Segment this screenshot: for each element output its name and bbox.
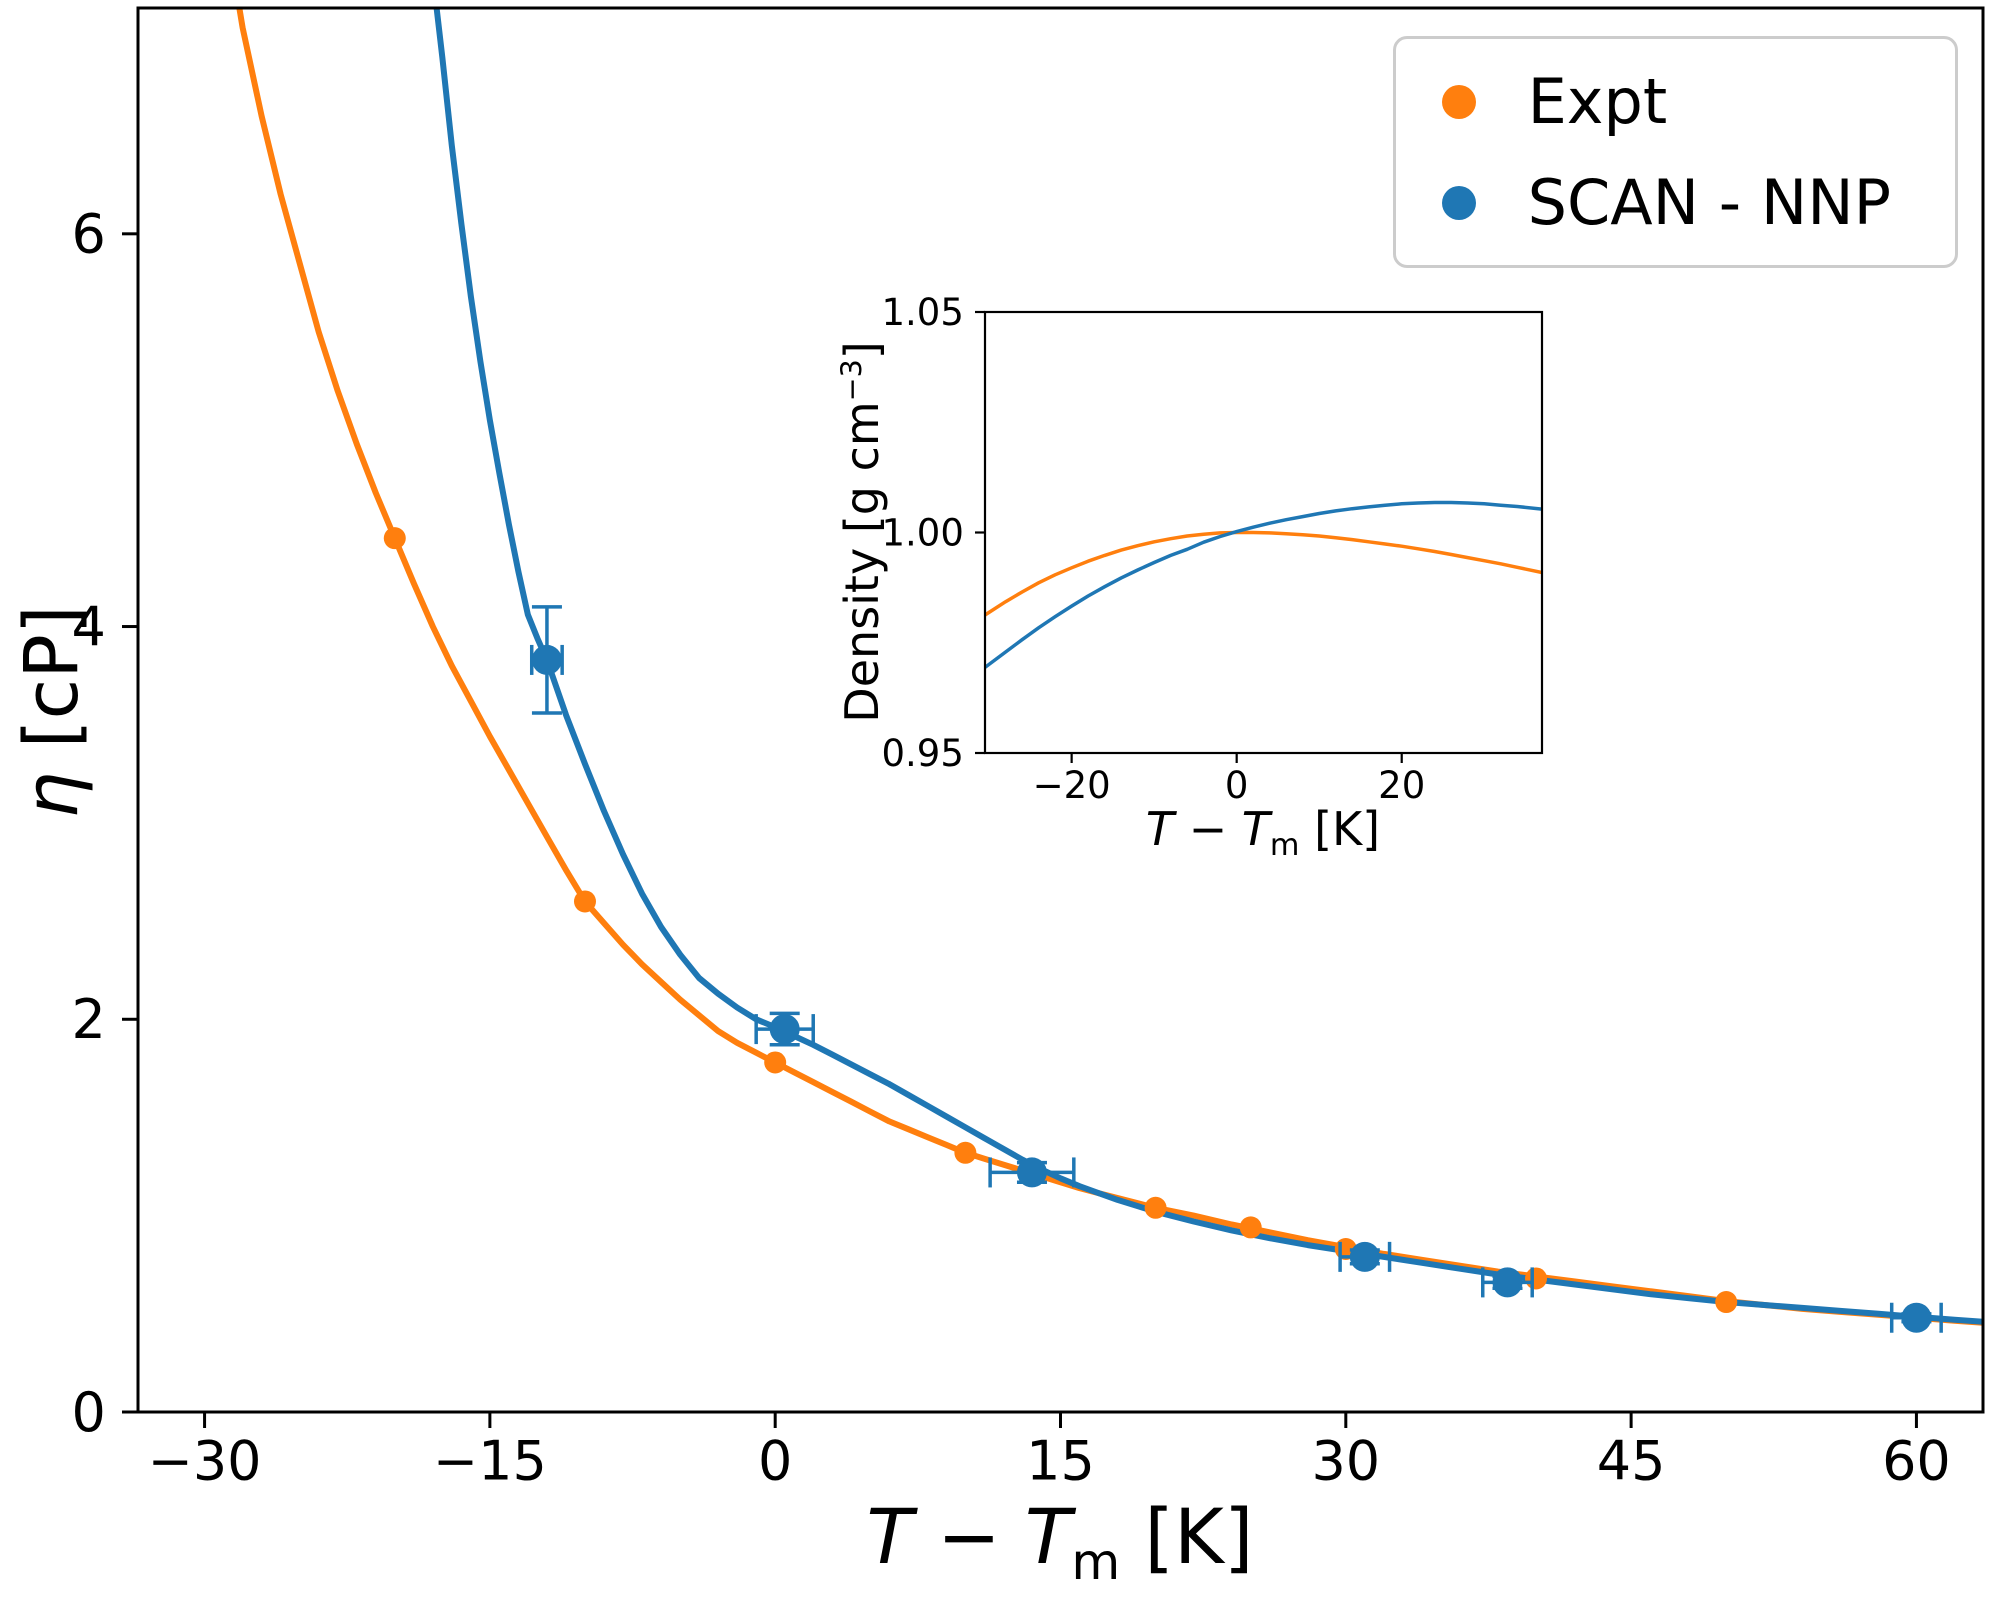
main-x-tick-label: −30 [148, 1429, 262, 1492]
main-data-point [1715, 1291, 1738, 1314]
main-x-tick-label: −15 [433, 1429, 547, 1492]
main-x-tick-label: 0 [758, 1429, 792, 1492]
main-data-point [1016, 1157, 1047, 1188]
main-data-point [1239, 1216, 1262, 1239]
main-data-point [1901, 1302, 1932, 1333]
main-y-axis-label: η [cP] [9, 605, 95, 819]
inset-curve-1 [985, 500, 1542, 670]
legend-label-expt: Expt [1527, 65, 1668, 138]
main-x-tick-label: 60 [1882, 1429, 1951, 1492]
main-y-tick-label: 6 [71, 203, 105, 266]
inset-x-tick-label: 20 [1378, 764, 1425, 807]
main-x-tick-label: 30 [1311, 1429, 1380, 1492]
main-data-point [573, 890, 596, 913]
legend-marker-expt-icon [1441, 84, 1476, 119]
main-y-tick-label: 0 [71, 1381, 105, 1444]
inset-y-tick-label: 0.95 [882, 732, 964, 775]
main-data-point [1525, 1267, 1548, 1290]
inset-y-tick-label: 1.05 [882, 291, 964, 334]
legend-item-scan-nnp: SCAN - NNP [1441, 166, 1891, 239]
inset-y-tick-label: 1.00 [882, 511, 964, 554]
inset-x-axis-label: T − Tm [K] [1145, 802, 1381, 864]
inset-x-tick-label: −20 [1033, 764, 1111, 807]
main-data-point [531, 644, 562, 675]
legend-item-expt: Expt [1441, 65, 1891, 138]
inset-plot-area [985, 312, 1542, 753]
inset-x-tick-label: 0 [1225, 764, 1249, 807]
eta-symbol: η [9, 771, 95, 819]
legend-label-scan-nnp: SCAN - NNP [1527, 166, 1891, 239]
main-data-point [1144, 1196, 1167, 1219]
inset-plot: −20 0 20 0.95 1.00 1.05 [882, 291, 1544, 807]
main-curve-1 [433, 8, 1983, 1325]
main-y-tick-label: 4 [71, 595, 105, 658]
main-x-axis-label: T − Tm [K] [866, 1492, 1254, 1592]
inset-y-axis-label: Density [g cm−3] [835, 341, 889, 723]
legend-marker-scan-nnp-icon [1441, 185, 1476, 220]
main-data-point [383, 527, 406, 550]
main-data-point [954, 1141, 977, 1164]
main-y-tick-label: 2 [71, 988, 105, 1051]
main-data-point [764, 1051, 787, 1074]
legend: Expt SCAN - NNP [1392, 36, 1958, 268]
inset-curve-0 [985, 530, 1542, 617]
main-x-tick-label: 15 [1026, 1429, 1095, 1492]
main-x-tick-label: 45 [1597, 1429, 1666, 1492]
main-data-point [1349, 1241, 1380, 1272]
main-data-point [1492, 1267, 1523, 1298]
main-data-point [769, 1014, 800, 1045]
